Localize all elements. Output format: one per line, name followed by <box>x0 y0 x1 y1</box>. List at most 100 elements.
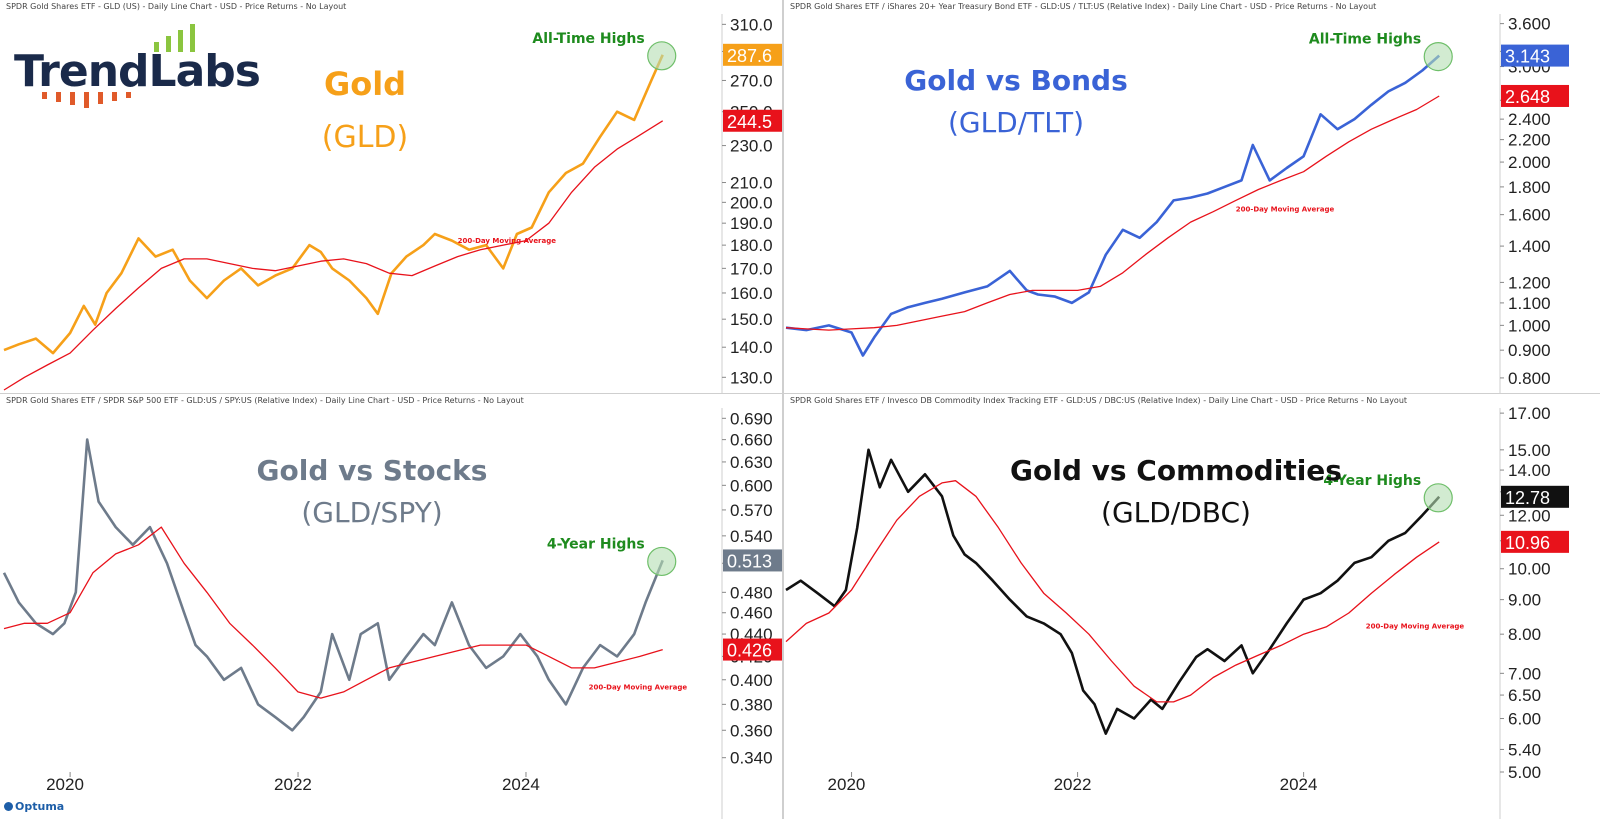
ma-value-tag: 244.5 <box>727 112 772 132</box>
highlight-circle <box>1423 483 1453 513</box>
logo-graphic <box>42 24 195 108</box>
y-tick-label: 1.800 <box>1508 178 1551 197</box>
moving-average-line <box>785 95 1440 331</box>
vertical-divider <box>782 0 784 819</box>
y-tick-label: 0.690 <box>730 409 773 428</box>
y-tick-label: 0.570 <box>730 501 773 520</box>
y-tick-label: 0.540 <box>730 527 773 546</box>
horizontal-divider <box>0 393 1600 394</box>
x-tick-label: 2022 <box>274 775 312 794</box>
y-tick-label: 1.000 <box>1508 316 1551 335</box>
price-series-line <box>2 438 664 732</box>
y-tick-label: 140.0 <box>730 338 773 357</box>
chart-panel-gold-vs-stocks: SPDR Gold Shares ETF / SPDR S&P 500 ETF … <box>0 394 782 819</box>
y-tick-label: 0.800 <box>1508 369 1551 388</box>
chart-subtitle: (GLD/TLT) <box>948 106 1084 139</box>
ma-inline-label: 200-Day Moving Average <box>1236 206 1335 214</box>
trendlabs-logo: TrendLabs <box>12 22 261 118</box>
highlight-circle <box>647 41 677 71</box>
chart-subtitle: (GLD) <box>322 120 408 155</box>
ma-inline-label: 200-Day Moving Average <box>589 683 688 691</box>
chart-header: SPDR Gold Shares ETF / SPDR S&P 500 ETF … <box>6 396 524 405</box>
y-tick-label: 15.00 <box>1508 441 1551 460</box>
optuma-label: Optuma <box>15 800 65 813</box>
moving-average-line <box>3 120 664 391</box>
moving-average-line <box>785 480 1440 703</box>
y-tick-label: 6.00 <box>1508 710 1541 729</box>
chart-svg: 0.6900.6600.6300.6000.5700.5400.5100.480… <box>2 408 782 819</box>
chart-subtitle: (GLD/DBC) <box>1101 496 1251 529</box>
highlight-circle <box>1423 41 1453 72</box>
y-tick-label: 12.00 <box>1508 506 1551 525</box>
y-tick-label: 0.600 <box>730 476 773 495</box>
chart-svg: 3.6003.2003.0002.6002.4002.2002.0001.800… <box>785 14 1569 393</box>
chart-header: SPDR Gold Shares ETF / Invesco DB Commod… <box>790 396 1408 405</box>
y-tick-label: 0.380 <box>730 695 773 714</box>
y-tick-label: 0.480 <box>730 583 773 602</box>
y-tick-label: 0.340 <box>730 749 773 768</box>
ma-value-tag: 0.426 <box>727 641 772 661</box>
y-tick-label: 10.00 <box>1508 560 1551 579</box>
last-value-tag: 287.6 <box>727 46 772 66</box>
y-tick-label: 0.460 <box>730 604 773 623</box>
y-tick-label: 1.100 <box>1508 294 1551 313</box>
y-tick-label: 2.200 <box>1508 131 1551 150</box>
y-tick-label: 0.900 <box>1508 341 1551 360</box>
chart-header: SPDR Gold Shares ETF - GLD (US) - Daily … <box>6 2 347 11</box>
y-tick-label: 7.00 <box>1508 664 1541 683</box>
chart-svg: 310.0290.0270.0250.0230.0210.0200.0190.0… <box>3 14 782 393</box>
y-tick-label: 230.0 <box>730 137 773 156</box>
y-tick-label: 6.50 <box>1508 686 1541 705</box>
logo-text: TrendLabs <box>14 46 261 97</box>
y-tick-label: 14.00 <box>1508 461 1551 480</box>
chart-subtitle: (GLD/SPY) <box>301 496 442 529</box>
chart-title: Gold <box>324 65 406 103</box>
y-tick-label: 270.0 <box>730 71 773 90</box>
y-tick-label: 9.00 <box>1508 591 1541 610</box>
price-series-line <box>785 448 1441 735</box>
last-value-tag-bg <box>1501 485 1569 508</box>
y-tick-label: 17.00 <box>1508 404 1551 423</box>
y-tick-label: 130.0 <box>730 368 773 387</box>
highlight-circle <box>647 546 677 577</box>
ma-value-tag: 10.96 <box>1505 533 1550 553</box>
price-series-line <box>3 54 664 355</box>
chart-header: SPDR Gold Shares ETF / iShares 20+ Year … <box>790 2 1377 11</box>
ma-value-tag-bg <box>1501 84 1569 107</box>
chart-panel-gold-vs-bonds: SPDR Gold Shares ETF / iShares 20+ Year … <box>784 0 1600 393</box>
annotation-label: 4-Year Highs <box>1323 473 1421 489</box>
chart-svg: 17.0015.0014.0013.0012.0011.0010.009.008… <box>785 404 1569 819</box>
last-value-tag-bg <box>1501 44 1569 67</box>
y-tick-label: 2.400 <box>1508 110 1551 129</box>
y-tick-label: 180.0 <box>730 236 773 255</box>
y-tick-label: 0.630 <box>730 453 773 472</box>
last-value-tag-bg <box>723 43 782 66</box>
x-tick-label: 2020 <box>828 775 866 794</box>
y-tick-label: 190.0 <box>730 214 773 233</box>
y-tick-label: 160.0 <box>730 284 773 303</box>
chart-title: Gold vs Stocks <box>257 454 488 487</box>
y-tick-label: 310.0 <box>730 15 773 34</box>
x-tick-label: 2020 <box>46 775 84 794</box>
last-value-tag-bg <box>723 549 782 572</box>
y-tick-label: 0.400 <box>730 671 773 690</box>
chart-panel-gold: SPDR Gold Shares ETF - GLD (US) - Daily … <box>0 0 782 393</box>
y-tick-label: 1.600 <box>1508 206 1551 225</box>
y-tick-label: 0.660 <box>730 431 773 450</box>
optuma-icon <box>4 802 13 811</box>
optuma-brand: Optuma <box>4 800 64 813</box>
y-tick-label: 3.600 <box>1508 15 1551 34</box>
y-tick-label: 2.000 <box>1508 153 1551 172</box>
moving-average-line <box>3 526 663 699</box>
ma-value-tag: 2.648 <box>1505 87 1550 107</box>
annotation-label: 4-Year Highs <box>547 536 645 552</box>
y-tick-label: 0.360 <box>730 721 773 740</box>
price-series-line <box>785 54 1441 357</box>
last-value-tag: 0.513 <box>727 551 772 571</box>
ma-value-tag-bg <box>723 109 782 132</box>
y-tick-label: 1.200 <box>1508 273 1551 292</box>
y-tick-label: 200.0 <box>730 193 773 212</box>
y-tick-label: 5.00 <box>1508 763 1541 782</box>
y-tick-label: 5.40 <box>1508 740 1541 759</box>
chart-title: Gold vs Commodities <box>1010 454 1342 487</box>
